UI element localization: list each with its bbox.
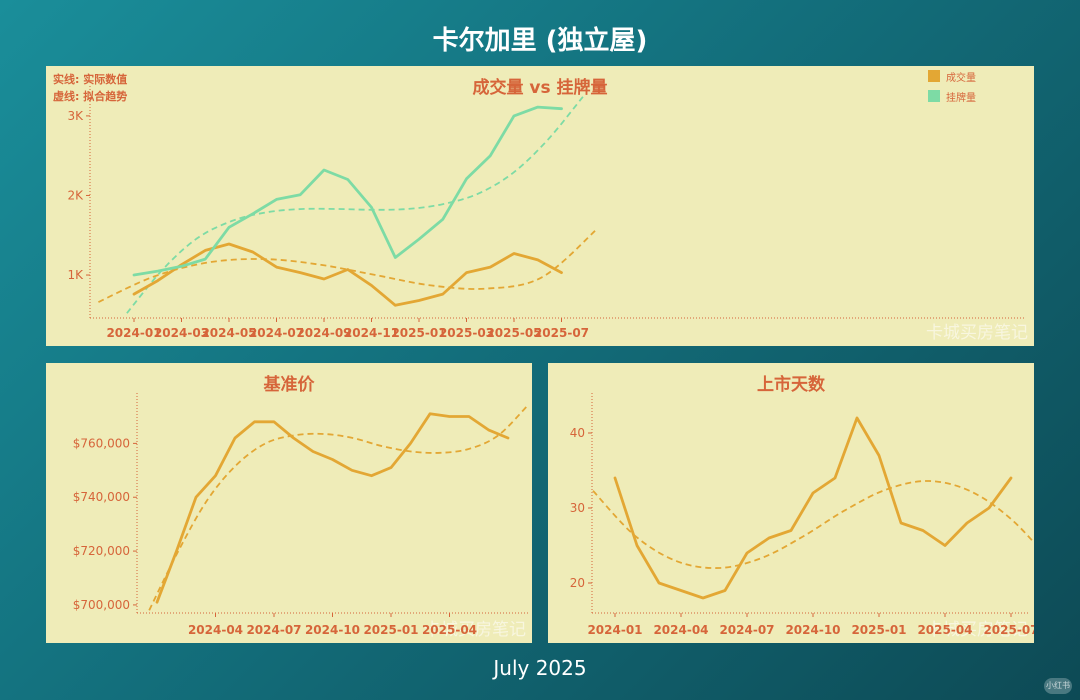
chart-title: 成交量 vs 挂牌量 [472, 77, 607, 98]
series-line [132, 242, 563, 307]
y-tick-label: 1K [67, 268, 84, 282]
x-tick-label: 2024-07 [249, 326, 304, 340]
trend-line [148, 405, 529, 611]
x-tick-label: 2025-03 [439, 326, 494, 340]
y-tick-label: 20 [570, 576, 585, 590]
y-tick-label: 30 [570, 501, 585, 515]
y-tick-label: $700,000 [73, 598, 130, 612]
y-tick-label: $760,000 [73, 436, 130, 450]
x-tick-label: 2025-01 [851, 623, 906, 637]
x-tick-label: 2024-07 [719, 623, 774, 637]
x-tick-label: 2025-01 [363, 623, 418, 637]
footer-date: July 2025 [493, 656, 587, 680]
x-tick-label: 2025-05 [486, 326, 541, 340]
x-tick-label: 2025-07 [534, 326, 589, 340]
series-line [155, 412, 510, 604]
y-tick-label: 3K [67, 109, 84, 123]
x-tick-label: 2024-07 [246, 623, 301, 637]
dom-chart-panel: 上市天数卡城买房笔记 20 30 40 2024-01 2024-04 2024-07 202… [548, 363, 1034, 643]
x-tick-label: 2025-01 [391, 326, 446, 340]
x-tick-label: 2024-04 [653, 623, 708, 637]
watermark-text: 卡城买房笔记 [926, 620, 1028, 640]
x-tick-label: 2024-03 [154, 326, 209, 340]
x-tick-label: 2024-04 [188, 623, 243, 637]
price-chart-panel: 基准价卡城买房笔记 $700,000 $720,000 $740,000 $760,00… [46, 363, 532, 643]
x-tick-label: 2024-01 [106, 326, 161, 340]
volume-chart: 成交量 vs 挂牌量卡城买房笔记1K2K3K2024-012024-032024… [53, 70, 1028, 343]
y-tick-label: $720,000 [73, 544, 130, 558]
x-tick-label: 2025-04 [917, 623, 972, 637]
x-tick-label: 2024-01 [587, 623, 642, 637]
x-tick-label: 2024-10 [305, 623, 360, 637]
x-tick-label: 2024-11 [344, 326, 399, 340]
legend-swatch [928, 70, 940, 82]
watermark-text: 卡城买房笔记 [926, 323, 1028, 343]
x-tick-label: 2024-05 [201, 326, 256, 340]
legend-swatch [928, 90, 940, 102]
series-line [613, 416, 1013, 600]
y-tick-label: $740,000 [73, 490, 130, 504]
watermark-text: 卡城买房笔记 [424, 620, 526, 640]
chart-title: 上市天数 [757, 374, 826, 395]
page-title: 卡尔加里 (独立屋) [432, 26, 648, 56]
x-tick-label: 2024-10 [785, 623, 840, 637]
app-badge: 小红书 [1044, 678, 1072, 694]
chart-note: 虚线: 拟合趋势 [53, 89, 127, 103]
y-tick-label: 2K [67, 188, 84, 202]
x-tick-label: 2025-07 [983, 623, 1034, 637]
trend-line [126, 96, 584, 314]
series-line [132, 105, 563, 277]
y-tick-label: 40 [570, 426, 585, 440]
chart-title: 基准价 [263, 374, 316, 395]
legend-label: 挂牌量 [946, 91, 976, 104]
chart-note: 实线: 实际数值 [53, 72, 127, 86]
trend-line [98, 228, 598, 303]
x-tick-label: 2024-09 [296, 326, 351, 340]
x-tick-label: 2025-04 [422, 623, 477, 637]
volume-chart-panel: 成交量 vs 挂牌量 卡城买房笔记 1K 2K 3K 2024-01 2024-03 2024… [46, 66, 1034, 346]
legend-label: 成交量 [946, 71, 976, 84]
trend-line [592, 480, 1034, 569]
